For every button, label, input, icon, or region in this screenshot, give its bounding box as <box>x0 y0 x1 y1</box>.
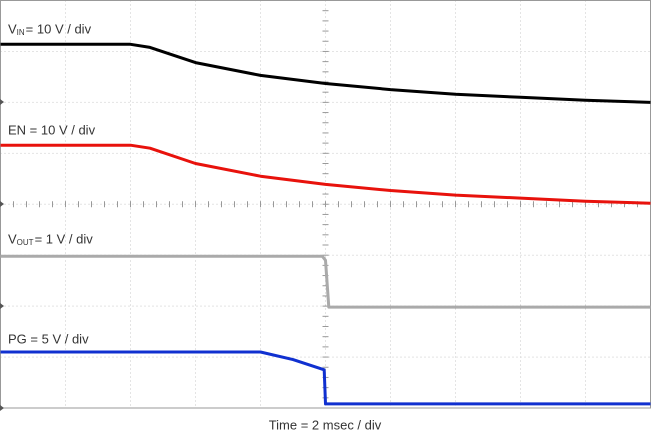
waveform <box>0 350 651 406</box>
series-label-subscript: IN <box>17 28 25 37</box>
waveform <box>0 143 651 205</box>
series-label: EN = 10 V / div <box>8 122 96 137</box>
legend-label: V IN = 10 V / div <box>8 21 92 37</box>
series-label-subscript: OUT <box>17 238 34 247</box>
ground-marker <box>0 405 4 411</box>
ground-marker <box>0 303 4 309</box>
series-label-base: V <box>8 231 17 246</box>
waveform <box>0 254 651 309</box>
series-label-rest: = 1 V / div <box>35 231 94 246</box>
series-label-rest: = 10 V / div <box>26 21 92 36</box>
waveform <box>0 42 651 104</box>
legend-label: PG = 5 V / div <box>8 331 89 346</box>
series-label: PG = 5 V / div <box>8 331 89 346</box>
legend-label: V OUT = 1 V / div <box>8 231 93 247</box>
legend-label: EN = 10 V / div <box>8 122 96 137</box>
ground-marker <box>0 201 4 207</box>
ground-marker <box>0 99 4 105</box>
x-axis-label: Time = 2 msec / div <box>269 417 382 432</box>
series-label-base: V <box>8 21 17 36</box>
